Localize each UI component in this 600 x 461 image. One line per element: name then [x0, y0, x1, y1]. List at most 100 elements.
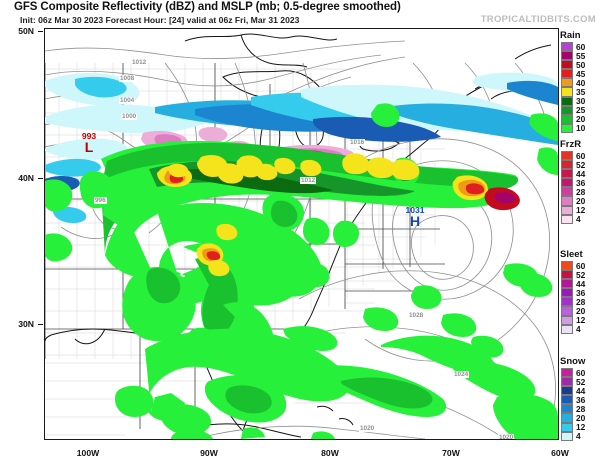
legend-swatch	[561, 270, 573, 280]
site-watermark: TROPICALTIDBITS.COM	[480, 14, 596, 25]
legend-stop: 36	[559, 395, 600, 405]
legend-stop: 30	[559, 96, 600, 106]
legend-swatch	[561, 377, 573, 387]
legend-label: 60	[576, 260, 586, 271]
legend-swatch	[561, 205, 573, 215]
legend-title-rain: Rain	[560, 30, 581, 41]
legend-label: 20	[576, 412, 586, 423]
reflectivity-cores	[157, 153, 520, 277]
legend-stop: 35	[559, 86, 600, 97]
legend-stop: 12	[559, 422, 600, 433]
isobar-label: 1000	[121, 113, 138, 120]
isobar-label: 1008	[119, 75, 136, 82]
isobar-label: 996	[94, 197, 107, 204]
legend-stop: 12	[559, 315, 600, 326]
legend-stop: 60	[559, 151, 600, 161]
legend-stop: 44	[559, 385, 600, 396]
legend-stop: 25	[559, 105, 600, 115]
legend-swatch	[561, 114, 573, 124]
legend-swatch	[561, 413, 573, 423]
legend-swatch	[561, 279, 573, 289]
legend-swatch	[561, 315, 573, 325]
legend-stop: 44	[559, 168, 600, 179]
legend-swatch	[561, 42, 573, 52]
legend-title-sleet: Sleet	[560, 249, 583, 260]
legend-swatch	[561, 431, 573, 441]
legend-label: 44	[576, 278, 586, 289]
isobar-label: 1012	[131, 59, 148, 66]
legend-label: 55	[576, 50, 586, 61]
legend-swatch	[561, 404, 573, 414]
legend-label: 10	[576, 123, 586, 134]
legend-stop: 60	[559, 42, 600, 52]
pressure-center-low: 993 L	[75, 132, 103, 154]
page-title: GFS Composite Reflectivity (dBZ) and MSL…	[14, 1, 401, 13]
lat-label-50n: 50N	[18, 26, 34, 36]
legend-stop: 4	[559, 324, 600, 334]
legend-swatch	[561, 214, 573, 224]
legend-stop: 50	[559, 59, 600, 70]
legend-stop: 28	[559, 404, 600, 414]
legend-swatch	[561, 395, 573, 405]
legend-label: 12	[576, 422, 586, 433]
legend-stop: 60	[559, 367, 600, 378]
lon-label-90w: 90W	[200, 448, 218, 458]
legend-swatch	[561, 69, 573, 79]
legend-stop: 4	[559, 431, 600, 441]
legend-swatch	[561, 324, 573, 334]
pressure-symbol: L	[84, 138, 94, 155]
legend-label: 36	[576, 287, 586, 298]
legend-stop: 45	[559, 69, 600, 79]
legend-label: 44	[576, 168, 586, 179]
legend-swatch	[561, 169, 573, 179]
reflectivity-rain	[45, 103, 558, 439]
legend-sleet: Sleet 60 52 44 36 28 20 12 4	[559, 249, 600, 334]
legend-stop: 20	[559, 196, 600, 206]
pressure-center-high: 1031 H	[401, 206, 429, 228]
legend-swatch	[561, 87, 573, 97]
legend-label: 20	[576, 305, 586, 316]
legend-swatch	[561, 288, 573, 298]
legend-label: 12	[576, 205, 586, 216]
legend-label: 52	[576, 159, 586, 170]
legend-label: 28	[576, 296, 586, 307]
lon-label-80w: 80W	[321, 448, 339, 458]
legend-swatch	[561, 178, 573, 188]
legend-stop: 20	[559, 305, 600, 316]
legend-label: 35	[576, 86, 586, 97]
legend-stop: 4	[559, 214, 600, 224]
legend-label: 52	[576, 269, 586, 280]
legend-title-frzr: FrzR	[560, 139, 582, 150]
legend-swatch	[561, 422, 573, 432]
legend-stop: 36	[559, 287, 600, 298]
legend-label: 40	[576, 77, 586, 88]
legend-stop: 10	[559, 123, 600, 134]
legend-label: 12	[576, 315, 586, 326]
legend-label: 60	[576, 367, 586, 378]
lon-label-60w: 60W	[551, 448, 569, 458]
legend-swatch	[561, 297, 573, 307]
legend-label: 36	[576, 177, 586, 188]
pressure-value: 993	[81, 131, 97, 141]
lon-label-70w: 70W	[442, 448, 460, 458]
isobar-label: 1016	[349, 139, 366, 146]
legend-swatch	[561, 78, 573, 88]
forecast-metadata: Init: 06z Mar 30 2023 Forecast Hour: [24…	[20, 15, 300, 25]
isobar-label: 1020	[498, 434, 515, 440]
legend-label: 44	[576, 385, 586, 396]
legend-stop: 60	[559, 260, 600, 271]
map-canvas[interactable]: 1012 1008 1004 1000 996 1016 1012 1028 1024 1020 1…	[44, 28, 559, 440]
legend-label: 28	[576, 186, 586, 197]
legend-swatch	[561, 151, 573, 161]
legend-label: 20	[576, 114, 586, 125]
legend-swatch	[561, 196, 573, 206]
legend-title-snow: Snow	[560, 356, 586, 367]
pressure-symbol: H	[409, 212, 421, 229]
legend-swatch	[561, 123, 573, 133]
lat-tick-50n	[38, 31, 43, 32]
legend-label: 50	[576, 59, 586, 70]
isobar-label: 1020	[359, 425, 376, 432]
legend-swatch	[561, 105, 573, 115]
isobar-label: 1012	[300, 177, 317, 184]
